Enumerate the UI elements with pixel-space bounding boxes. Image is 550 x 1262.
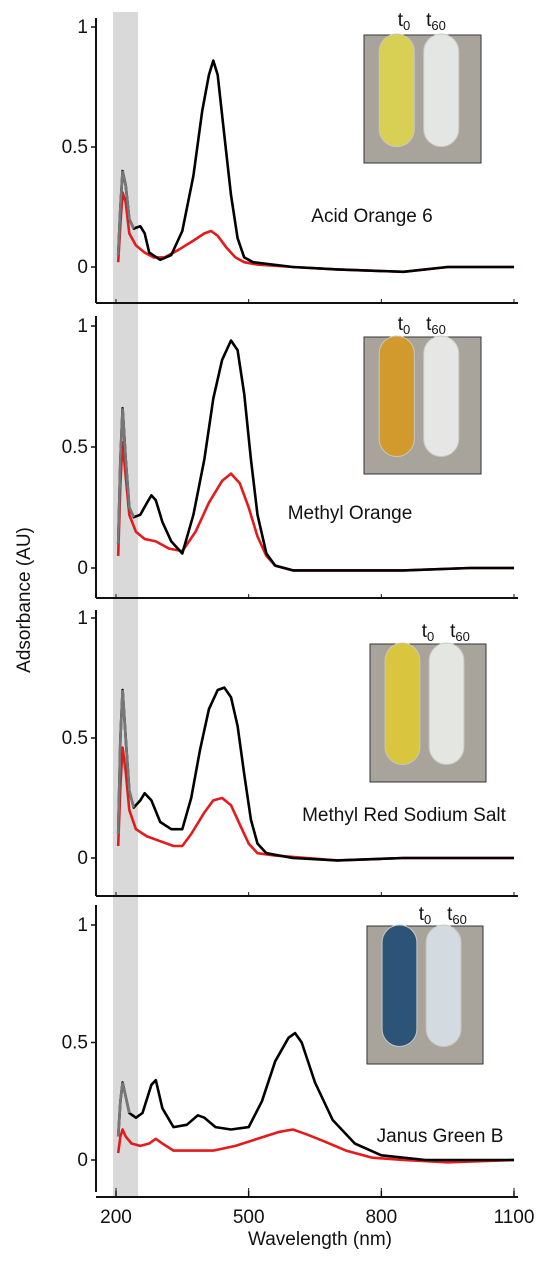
y-tick-label: 0 (77, 558, 88, 579)
t60-label: t60 (450, 621, 470, 644)
y-tick-label: 0 (77, 1150, 88, 1171)
y-tick-label: 1 (77, 17, 88, 38)
y-tick-label: 0.5 (62, 137, 88, 158)
tube-t0 (378, 33, 415, 148)
panel-2: 0 0.5 1 t0 t60 Methyl Orange (62, 314, 518, 599)
t0-label: t0 (419, 904, 432, 927)
y-tick-label: 0 (77, 848, 88, 869)
y-tick-label: 1 (77, 316, 88, 337)
t60-label: t60 (447, 904, 467, 927)
tube-t60 (428, 642, 465, 765)
t60-series-line (116, 1128, 515, 1164)
t0-label: t0 (398, 314, 411, 337)
y-tick-label: 0.5 (62, 1033, 88, 1054)
y-tick-label: 0 (77, 257, 88, 278)
panels: 0 0.5 1 t0 t60 Acid Orange 6 0 0.5 1 t0 t60 Methyl … (62, 10, 518, 1192)
tube-photo-inset (366, 924, 484, 1065)
t60-label: t60 (426, 314, 446, 337)
tube-t60 (423, 33, 460, 148)
compound-label: Methyl Red Sodium Salt (302, 805, 507, 826)
y-axis-label: Adsorbance (AU) (14, 527, 35, 673)
x-tick-label: 200 (100, 1207, 132, 1228)
x-tick-label: 500 (233, 1207, 265, 1228)
t0-label: t0 (398, 10, 411, 33)
y-tick-label: 0.5 (62, 437, 88, 458)
tube-t0 (384, 642, 421, 765)
x-axis-label: Wavelength (nm) (248, 1229, 392, 1250)
panel-1: 0 0.5 1 t0 t60 Acid Orange 6 (62, 10, 518, 304)
y-tick-label: 1 (77, 915, 88, 936)
x-tick-label: 800 (365, 1207, 397, 1228)
y-tick-label: 0.5 (62, 728, 88, 749)
uv-edge-line (116, 1082, 131, 1137)
x-tick-label: 1100 (494, 1207, 535, 1228)
tube-photo-inset (363, 335, 482, 475)
t0-series-line (116, 1031, 514, 1162)
t60-series-line (116, 191, 514, 274)
panel-3: 0 0.5 1 t0 t60 Methyl Red Sodium Salt (62, 608, 518, 897)
y-tick-label: 1 (77, 608, 88, 629)
tube-t0 (381, 924, 418, 1047)
t60-label: t60 (426, 10, 446, 33)
uv-edge-line (116, 170, 135, 256)
compound-label: Janus Green B (377, 1126, 504, 1147)
compound-label: Acid Orange 6 (311, 206, 432, 227)
compound-label: Methyl Orange (288, 503, 413, 524)
tube-photo-inset (369, 642, 487, 783)
panel-4: 0 0.5 1 t0 t60 Janus Green B (62, 904, 515, 1192)
uv-edge-line (116, 689, 135, 835)
x-ticks: 200 500 800 1100 (100, 1191, 534, 1228)
t0-label: t0 (422, 621, 435, 644)
tube-photo-inset (363, 33, 482, 164)
tube-t0 (378, 335, 415, 458)
uv-edge-line (116, 408, 135, 544)
tube-t60 (425, 924, 462, 1047)
tube-t60 (423, 335, 460, 458)
